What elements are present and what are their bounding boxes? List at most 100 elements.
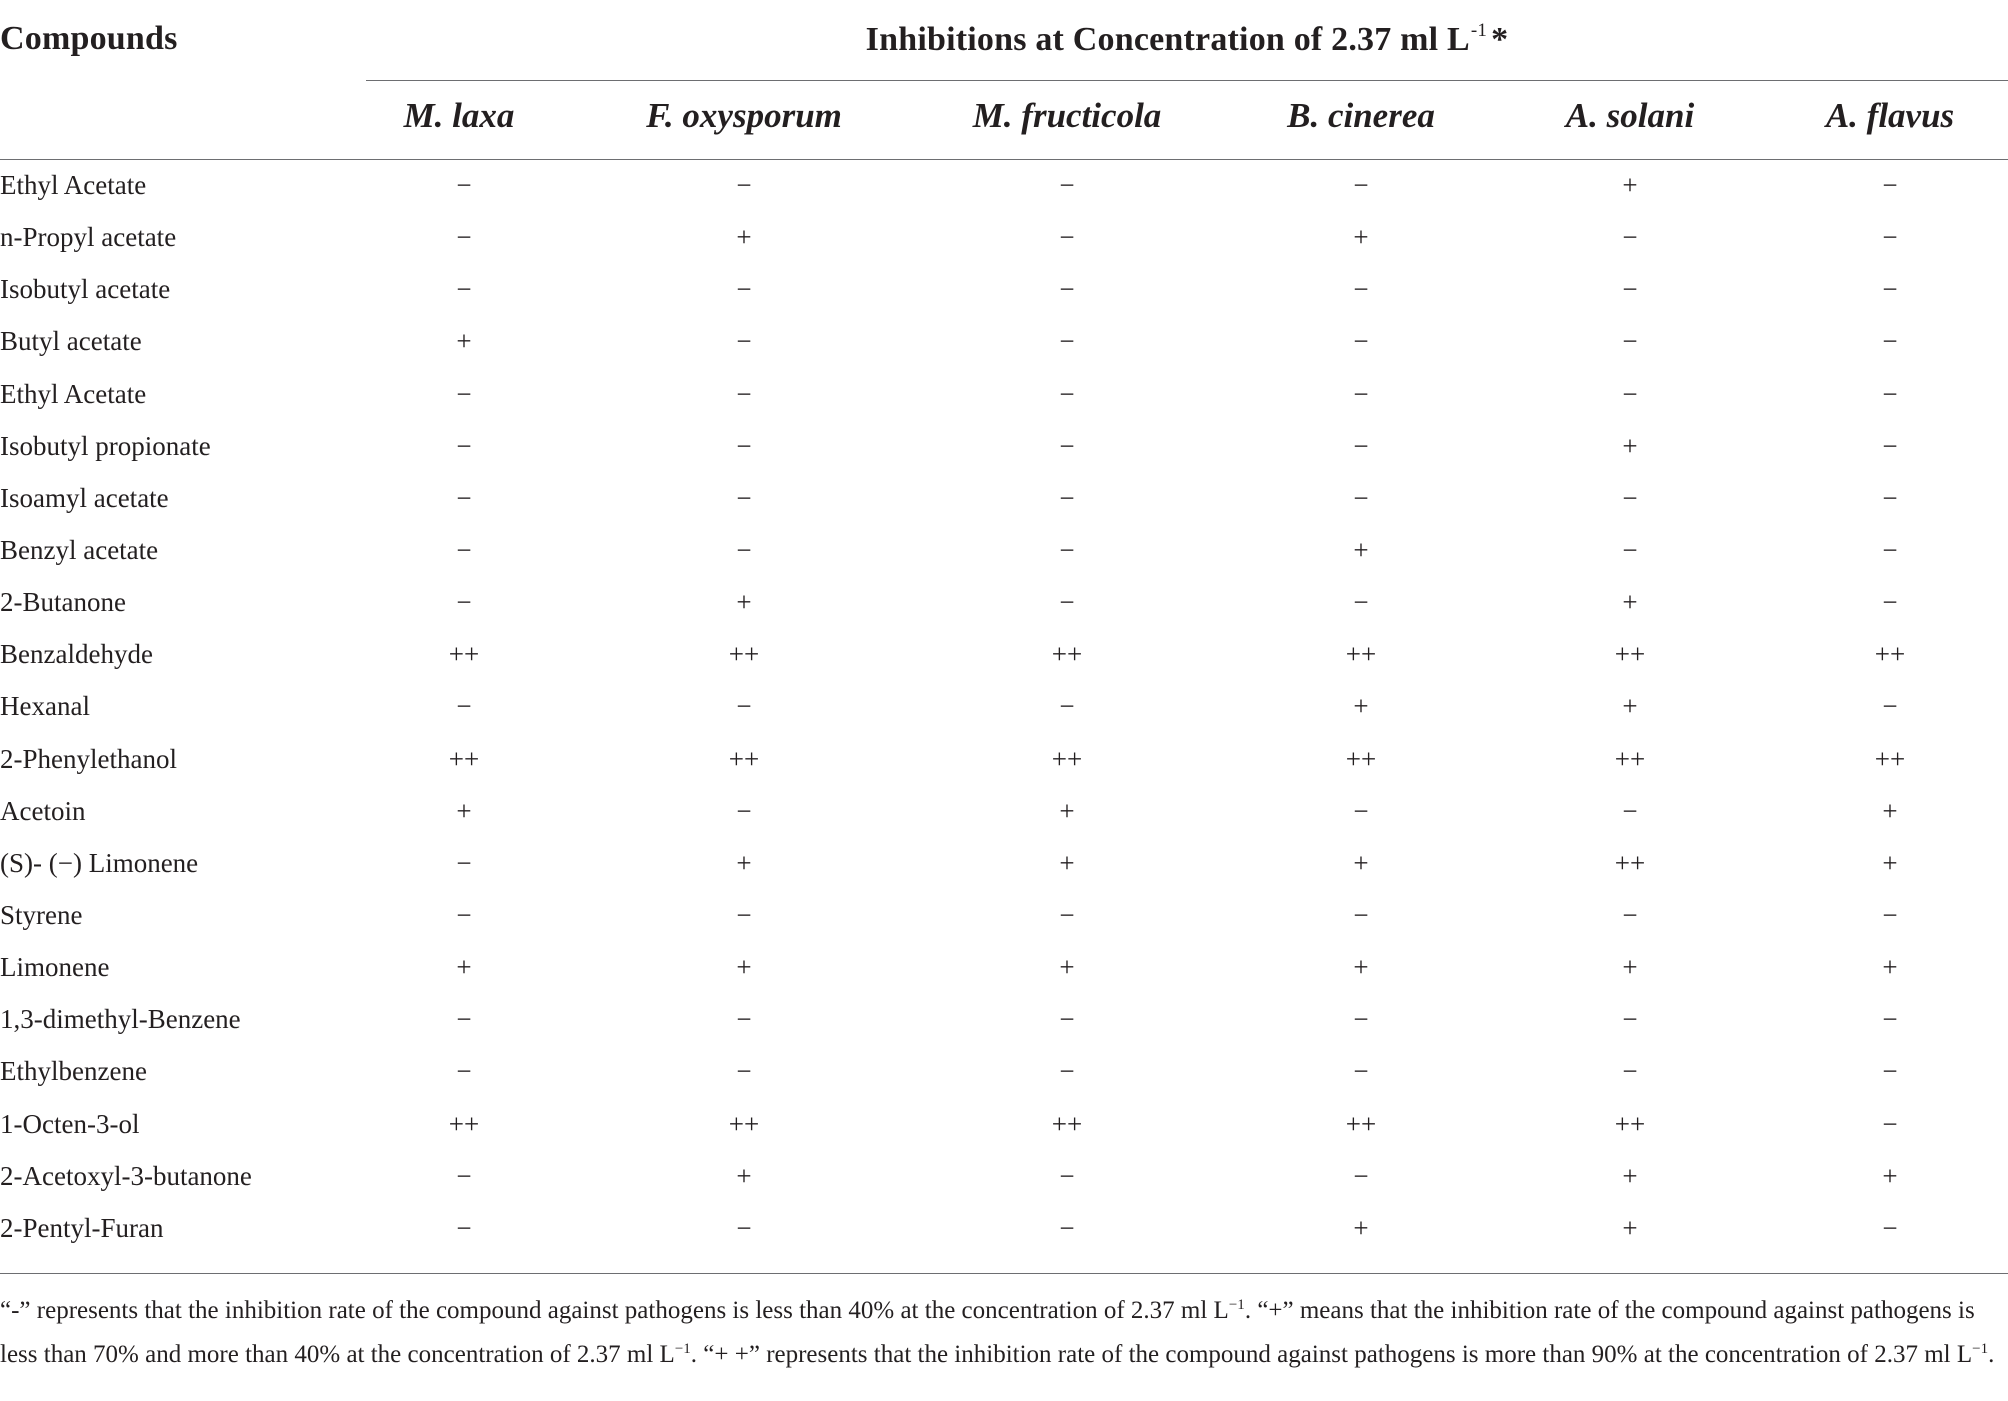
- footnote-exponent-1: −1: [1228, 1297, 1245, 1313]
- inhibition-value-cell: +: [456, 795, 472, 826]
- inhibition-value-cell: −: [736, 1056, 752, 1087]
- table-row: n-Propyl acetate − + − + − −: [0, 216, 2008, 268]
- inhibition-value-cell: −: [1059, 1160, 1075, 1191]
- inhibition-value-cell: −: [1882, 378, 1898, 409]
- inhibition-value-cell: −: [1622, 1004, 1638, 1035]
- inhibition-value-cell: +: [1353, 691, 1369, 722]
- table-row: Styrene − − − − − −: [0, 894, 2008, 946]
- inhibition-value-cell: −: [1059, 482, 1075, 513]
- inhibition-value-cell: −: [1882, 691, 1898, 722]
- inhibition-value-cell: +: [1882, 847, 1898, 878]
- inhibition-value-cell: ++: [1051, 1108, 1083, 1139]
- inhibition-value-cell: −: [456, 847, 472, 878]
- footnote-exponent-2: −1: [674, 1341, 691, 1357]
- inhibition-group-header: Inhibitions at Concentration of 2.37 ml …: [366, 20, 2008, 59]
- inhibition-value-cell: +: [1059, 847, 1075, 878]
- inhibition-value-cell: −: [736, 430, 752, 461]
- inhibition-value-cell: −: [1353, 899, 1369, 930]
- inhibition-value-cell: −: [1059, 378, 1075, 409]
- inhibition-value-cell: ++: [1874, 743, 1906, 774]
- compound-name-cell: 1,3-dimethyl-Benzene: [0, 1004, 241, 1035]
- inhibition-value-cell: −: [456, 1004, 472, 1035]
- inhibition-value-cell: −: [456, 222, 472, 253]
- inhibition-value-cell: ++: [728, 743, 760, 774]
- table-row: Isobutyl propionate − − − − + −: [0, 425, 2008, 477]
- inhibition-value-cell: −: [1353, 378, 1369, 409]
- inhibition-value-cell: −: [1882, 222, 1898, 253]
- inhibition-value-cell: ++: [728, 639, 760, 670]
- inhibition-value-cell: −: [1353, 430, 1369, 461]
- inhibition-value-cell: −: [1353, 795, 1369, 826]
- compound-name-cell: Acetoin: [0, 795, 86, 826]
- inhibition-value-cell: −: [1622, 795, 1638, 826]
- inhibition-value-cell: −: [456, 274, 472, 305]
- inhibition-value-cell: +: [1353, 222, 1369, 253]
- inhibition-value-cell: −: [1622, 1056, 1638, 1087]
- table-row: Isobutyl acetate − − − − − −: [0, 268, 2008, 320]
- species-header-m-laxa: M. laxa: [403, 96, 515, 135]
- inhibition-value-cell: −: [456, 378, 472, 409]
- inhibition-value-cell: ++: [1051, 743, 1083, 774]
- inhibition-value-cell: −: [1882, 587, 1898, 618]
- compound-name-cell: Ethyl Acetate: [0, 378, 147, 409]
- inhibition-value-cell: ++: [1614, 847, 1646, 878]
- species-header-m-fructicola: M. fructicola: [972, 96, 1162, 135]
- inhibition-value-cell: −: [1353, 170, 1369, 200]
- compound-name-cell: Isoamyl acetate: [0, 482, 169, 513]
- inhibition-value-cell: −: [1882, 1004, 1898, 1035]
- inhibition-value-cell: −: [1059, 1212, 1075, 1243]
- table-row: Limonene + + + + + +: [0, 946, 2008, 998]
- inhibition-value-cell: ++: [448, 743, 480, 774]
- compound-name-cell: Limonene: [0, 952, 110, 983]
- inhibition-value-cell: +: [1622, 430, 1638, 461]
- table-row: Ethylbenzene − − − − − −: [0, 1050, 2008, 1102]
- table-row: Hexanal − − − + + −: [0, 685, 2008, 737]
- inhibition-value-cell: +: [456, 952, 472, 983]
- table-row: Ethyl Acetate − − − − + −: [0, 164, 2008, 216]
- inhibition-value-cell: −: [1059, 691, 1075, 722]
- inhibition-value-cell: −: [456, 587, 472, 618]
- inhibition-value-cell: +: [1622, 1212, 1638, 1243]
- compounds-column-header: Compounds: [0, 20, 178, 57]
- inhibition-value-cell: −: [1622, 274, 1638, 305]
- inhibition-value-cell: −: [1882, 1108, 1898, 1139]
- table-row: Butyl acetate + − − − − −: [0, 320, 2008, 372]
- inhibition-value-cell: −: [1622, 326, 1638, 357]
- inhibition-value-cell: −: [1622, 534, 1638, 565]
- footnote-text-1: “-” represents that the inhibition rate …: [0, 1297, 1229, 1324]
- table-row: Benzyl acetate − − − + − −: [0, 529, 2008, 581]
- inhibition-value-cell: +: [736, 587, 752, 618]
- compound-name-cell: Isobutyl acetate: [0, 274, 171, 305]
- inhibition-value-cell: +: [1353, 847, 1369, 878]
- table-body: Ethyl Acetate − − − − + − n-Propyl acetate − + − + −…: [0, 164, 2008, 1259]
- inhibition-value-cell: +: [1882, 952, 1898, 983]
- inhibition-value-cell: −: [736, 326, 752, 357]
- inhibition-value-cell: +: [1882, 795, 1898, 826]
- species-header-row: M. laxa F. oxysporum M. fructicola B. ci…: [0, 96, 2008, 146]
- inhibition-value-cell: −: [1882, 170, 1898, 200]
- footnote-text-4: .: [1988, 1341, 1995, 1368]
- table-row: 2-Phenylethanol ++ ++ ++ ++ ++ ++: [0, 738, 2008, 790]
- inhibition-value-cell: −: [736, 534, 752, 565]
- compound-name-cell: 2-Acetoxyl-3-butanone: [0, 1160, 252, 1191]
- inhibition-value-cell: +: [456, 326, 472, 357]
- inhibition-value-cell: +: [736, 222, 752, 253]
- inhibition-value-cell: +: [1622, 691, 1638, 722]
- inhibition-value-cell: −: [456, 482, 472, 513]
- inhibition-value-cell: +: [1622, 952, 1638, 983]
- table-bottom-rule: [0, 1273, 2008, 1274]
- table-header-top: Compounds Inhibitions at Concentration o…: [0, 14, 2008, 68]
- table-footnote: “-” represents that the inhibition rate …: [0, 1286, 2000, 1374]
- table-row: 1,3-dimethyl-Benzene − − − − − −: [0, 998, 2008, 1050]
- inhibition-value-cell: −: [1059, 1056, 1075, 1087]
- inhibition-value-cell: −: [736, 482, 752, 513]
- inhibition-value-cell: ++: [1345, 743, 1377, 774]
- inhibition-value-cell: −: [736, 378, 752, 409]
- compound-name-cell: 2-Pentyl-Furan: [0, 1212, 164, 1243]
- inhibition-value-cell: +: [1882, 1160, 1898, 1191]
- table-row: 2-Acetoxyl-3-butanone − + − − + +: [0, 1155, 2008, 1207]
- inhibition-value-cell: +: [736, 952, 752, 983]
- species-header-b-cinerea: B. cinerea: [1287, 96, 1435, 135]
- inhibition-value-cell: +: [1059, 795, 1075, 826]
- inhibition-value-cell: −: [1882, 482, 1898, 513]
